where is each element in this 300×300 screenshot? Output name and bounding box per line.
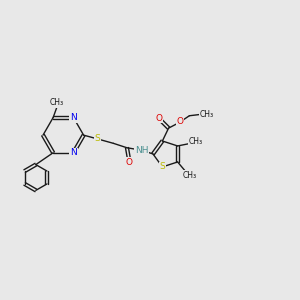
- Text: CH₃: CH₃: [50, 98, 64, 107]
- Text: N: N: [70, 148, 77, 157]
- Text: CH₃: CH₃: [188, 137, 203, 146]
- Text: CH₃: CH₃: [200, 110, 214, 119]
- Text: O: O: [125, 158, 132, 167]
- Text: NH: NH: [135, 146, 148, 155]
- Text: N: N: [70, 113, 77, 122]
- Text: O: O: [155, 114, 162, 123]
- Text: S: S: [94, 134, 100, 143]
- Text: CH₃: CH₃: [183, 171, 197, 180]
- Text: S: S: [160, 162, 165, 171]
- Text: O: O: [177, 117, 184, 126]
